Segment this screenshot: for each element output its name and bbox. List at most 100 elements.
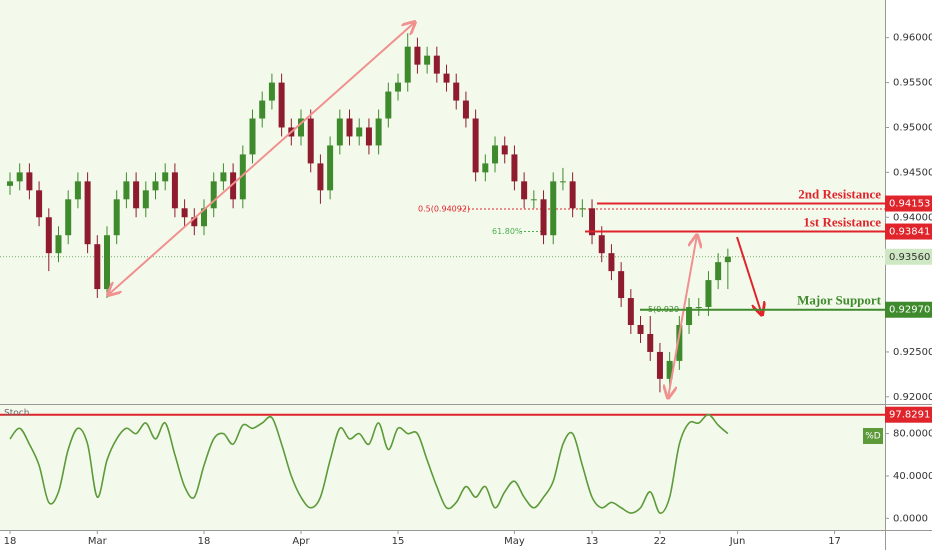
candle-body bbox=[16, 172, 23, 182]
candle-body bbox=[375, 118, 382, 146]
legend-tag bbox=[863, 428, 883, 444]
y-tick-label: 0.92500 bbox=[893, 347, 932, 358]
candle-body bbox=[501, 145, 508, 155]
candle-body bbox=[317, 163, 324, 191]
candle-body bbox=[385, 91, 392, 119]
candle-body bbox=[113, 199, 120, 236]
legend-label: %D bbox=[865, 432, 881, 442]
candle-body bbox=[55, 235, 62, 254]
candle-body bbox=[443, 73, 450, 83]
price-tag-label: 0.92970 bbox=[889, 305, 930, 316]
y-tick-label: 0.0000 bbox=[893, 513, 928, 524]
candle-body bbox=[327, 145, 334, 191]
fib-label: 61.80% bbox=[492, 227, 523, 236]
candle-body bbox=[724, 256, 731, 263]
candle-body bbox=[356, 127, 363, 137]
candle-body bbox=[433, 55, 440, 74]
candle-body bbox=[521, 181, 528, 200]
candle-body bbox=[365, 127, 372, 146]
candle-body bbox=[123, 181, 130, 200]
indicator-line bbox=[9, 413, 729, 514]
candle-body bbox=[74, 181, 81, 200]
candle-body bbox=[715, 262, 722, 281]
candle-body bbox=[482, 163, 489, 173]
candle-body bbox=[472, 118, 479, 173]
candle-body bbox=[627, 298, 634, 325]
trend-arrow bbox=[108, 22, 415, 295]
candle-body bbox=[608, 253, 615, 272]
trend-arrow bbox=[668, 235, 697, 398]
candle-body bbox=[618, 271, 625, 299]
candle-body bbox=[492, 145, 499, 164]
indicator-name: Stoch bbox=[4, 409, 29, 419]
candle-body bbox=[695, 307, 702, 309]
price-tag bbox=[885, 223, 932, 240]
price-tag bbox=[885, 301, 932, 318]
candle-body bbox=[152, 181, 159, 191]
candle-body bbox=[210, 181, 217, 209]
x-tick-label: Jun bbox=[729, 536, 746, 547]
candle-body bbox=[84, 181, 91, 245]
candle-body bbox=[550, 181, 557, 236]
candle-body bbox=[656, 351, 663, 379]
candle-body bbox=[540, 199, 547, 236]
candle-body bbox=[589, 208, 596, 236]
x-tick-label: 18 bbox=[4, 536, 17, 547]
x-tick-label: Apr bbox=[292, 536, 310, 547]
candle-body bbox=[530, 199, 537, 201]
level-name: Major Support bbox=[797, 293, 882, 308]
candle-body bbox=[220, 172, 227, 182]
candle-body bbox=[26, 172, 33, 191]
price-tag bbox=[885, 195, 932, 212]
candle-body bbox=[395, 82, 402, 92]
candle-body bbox=[705, 280, 712, 308]
fib-label: 0.5(0.94092) bbox=[418, 205, 470, 214]
candle-body bbox=[424, 55, 431, 65]
candle-body bbox=[598, 235, 605, 254]
y-tick-label: 40.0000 bbox=[893, 471, 932, 482]
candle-body bbox=[65, 199, 72, 236]
candle-body bbox=[453, 82, 460, 101]
candle-body bbox=[133, 181, 140, 209]
candle-body bbox=[559, 181, 566, 183]
y-tick-label: 0.94500 bbox=[893, 167, 932, 178]
indicator-tag bbox=[885, 406, 932, 423]
y-tick-label: 0.96000 bbox=[893, 33, 932, 44]
candle-body bbox=[171, 172, 178, 209]
y-tick-label: 0.95000 bbox=[893, 122, 932, 133]
candle-body bbox=[569, 181, 576, 209]
candle-body bbox=[336, 118, 343, 146]
candle-body bbox=[511, 154, 518, 182]
price-tag-label: 0.93560 bbox=[889, 252, 930, 263]
y-tick-label: 0.94000 bbox=[893, 212, 932, 223]
candle-body bbox=[268, 82, 275, 101]
candle-body bbox=[637, 324, 644, 334]
candle-body bbox=[181, 208, 188, 218]
x-tick-label: 15 bbox=[392, 536, 405, 547]
candle-body bbox=[36, 190, 43, 218]
candle-body bbox=[579, 208, 586, 210]
x-tick-label: Mar bbox=[88, 536, 108, 547]
y-tick-label: 0.95500 bbox=[893, 78, 932, 89]
y-tick-label: 0.92000 bbox=[893, 392, 932, 403]
candle-body bbox=[404, 46, 411, 83]
labels: 0.96000 0.95500 0.95000 0.94500 0.94000 0.925… bbox=[4, 33, 932, 547]
candle-body bbox=[647, 333, 654, 352]
level-name: 2nd Resistance bbox=[798, 187, 881, 202]
price-tag bbox=[885, 248, 932, 265]
candle-body bbox=[249, 118, 256, 155]
indicator-tag-label: 97.8291 bbox=[889, 410, 930, 421]
level-name: 1st Resistance bbox=[803, 215, 881, 230]
price-tag-label: 0.94153 bbox=[889, 199, 930, 210]
projection-arrow bbox=[736, 236, 762, 315]
candle-body bbox=[162, 172, 169, 182]
x-tick-label: 18 bbox=[198, 536, 211, 547]
x-tick-label: 13 bbox=[586, 536, 599, 547]
plot-background bbox=[0, 0, 885, 530]
candle-body bbox=[259, 100, 266, 119]
candle-body bbox=[6, 181, 13, 186]
candle-body bbox=[346, 118, 353, 137]
x-tick-label: 17 bbox=[828, 536, 841, 547]
